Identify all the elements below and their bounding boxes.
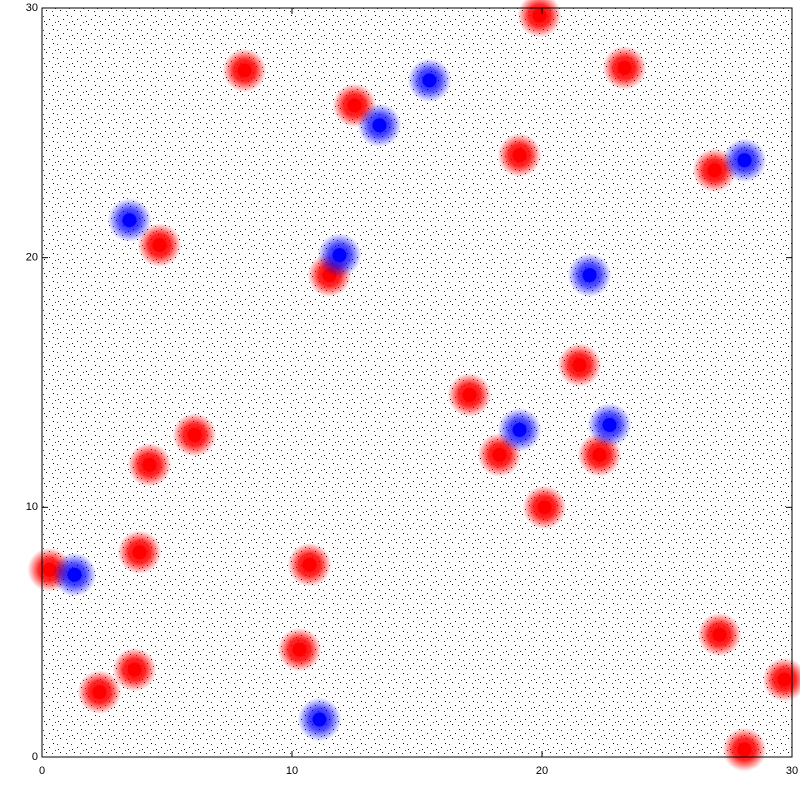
plot-frame	[41, 7, 793, 758]
point-core	[237, 63, 252, 78]
point-core	[312, 712, 327, 727]
point-core	[67, 567, 82, 582]
marks	[27, 0, 800, 772]
x-tick-label: 0	[39, 765, 45, 777]
point-core	[122, 213, 137, 228]
point-core	[712, 627, 727, 642]
point-core	[532, 8, 547, 23]
point-core	[582, 268, 597, 283]
point-core	[537, 500, 552, 515]
point-core	[187, 427, 202, 442]
point-core	[302, 557, 317, 572]
point-core	[512, 422, 527, 437]
x-tick-label: 30	[786, 765, 798, 777]
point-core	[372, 118, 387, 133]
point-core	[127, 662, 142, 677]
point-core	[132, 545, 147, 560]
point-core	[737, 742, 752, 757]
point-core	[617, 60, 632, 75]
point-core	[462, 387, 477, 402]
point-core	[492, 447, 507, 462]
point-core	[592, 447, 607, 462]
point-core	[347, 98, 362, 113]
point-core	[92, 685, 107, 700]
point-core	[777, 672, 792, 687]
point-core	[292, 642, 307, 657]
y-tick-label: 20	[26, 252, 38, 264]
x-tick-label: 20	[536, 765, 548, 777]
y-tick-label: 10	[26, 501, 38, 513]
point-core	[152, 238, 167, 253]
y-tick-label: 0	[32, 751, 38, 763]
point-core	[512, 148, 527, 163]
point-core	[422, 73, 437, 88]
point-core	[737, 153, 752, 168]
point-core	[332, 248, 347, 263]
point-core	[602, 417, 617, 432]
plot-background	[42, 8, 792, 757]
point-core	[142, 457, 157, 472]
point-core	[572, 358, 587, 373]
y-tick-label: 30	[26, 2, 38, 14]
point-core	[707, 163, 722, 178]
x-tick-label: 10	[286, 765, 298, 777]
